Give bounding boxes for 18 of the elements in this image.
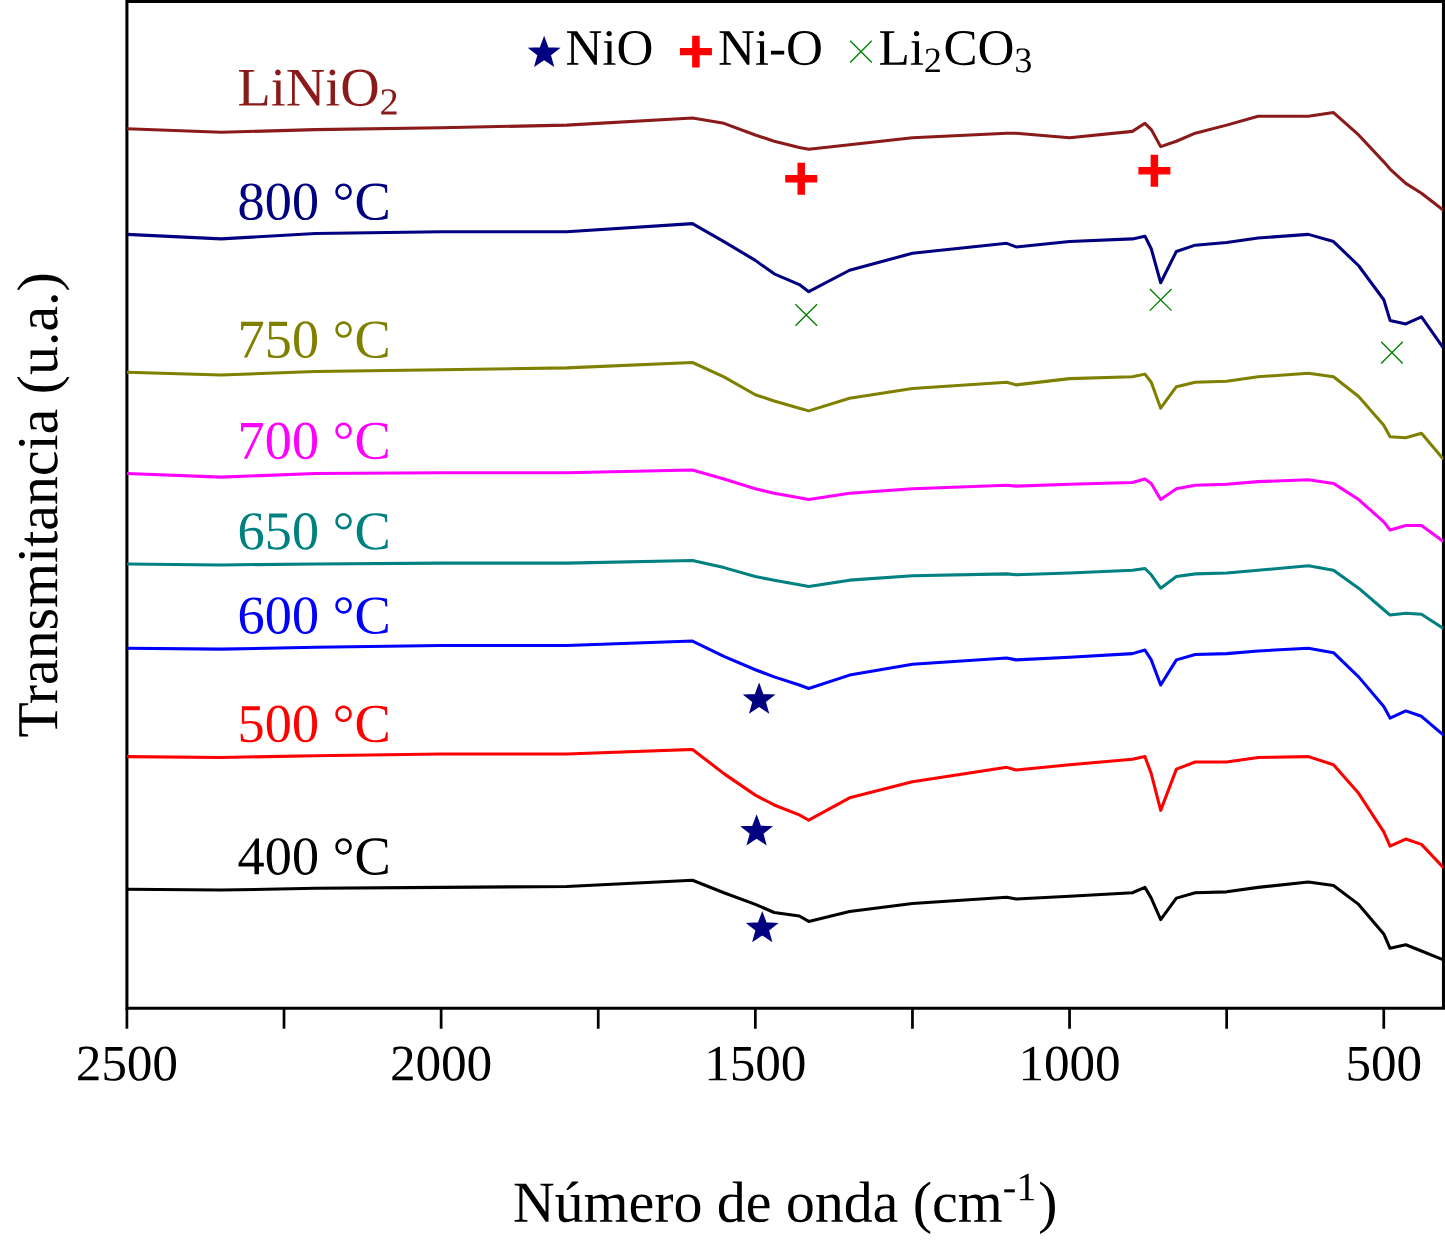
x-tick-label: 1000 (1023, 1046, 1119, 1081)
series-label: 600 °C (239, 597, 388, 634)
x-tick-label: 1500 (708, 1046, 805, 1081)
x-tick-label: 500 (1348, 1046, 1421, 1081)
series-label: 500 °C (240, 705, 388, 743)
y-axis-title: Transmitancia (u.a.) (17, 274, 70, 737)
x-axis-title: Número de onda (cm$^{-1}$) (514, 1173, 1055, 1235)
series-label: 700 °C (241, 422, 388, 460)
legend-label: Li$_{2}$CO$_{3}$ (880, 30, 1031, 73)
legend-label: Ni-O (719, 30, 821, 66)
series-label: 750 °C (241, 321, 388, 359)
series-label: 400 °C (238, 838, 388, 875)
legend-label: NiO (567, 30, 652, 66)
series-label: 800 °C (239, 183, 388, 221)
series-label: 650 °C (239, 513, 388, 550)
x-tick-label: 2000 (392, 1046, 491, 1081)
x-tick-label: 2500 (78, 1046, 177, 1081)
series-label: LiNiO$_{2}$ (239, 69, 397, 115)
